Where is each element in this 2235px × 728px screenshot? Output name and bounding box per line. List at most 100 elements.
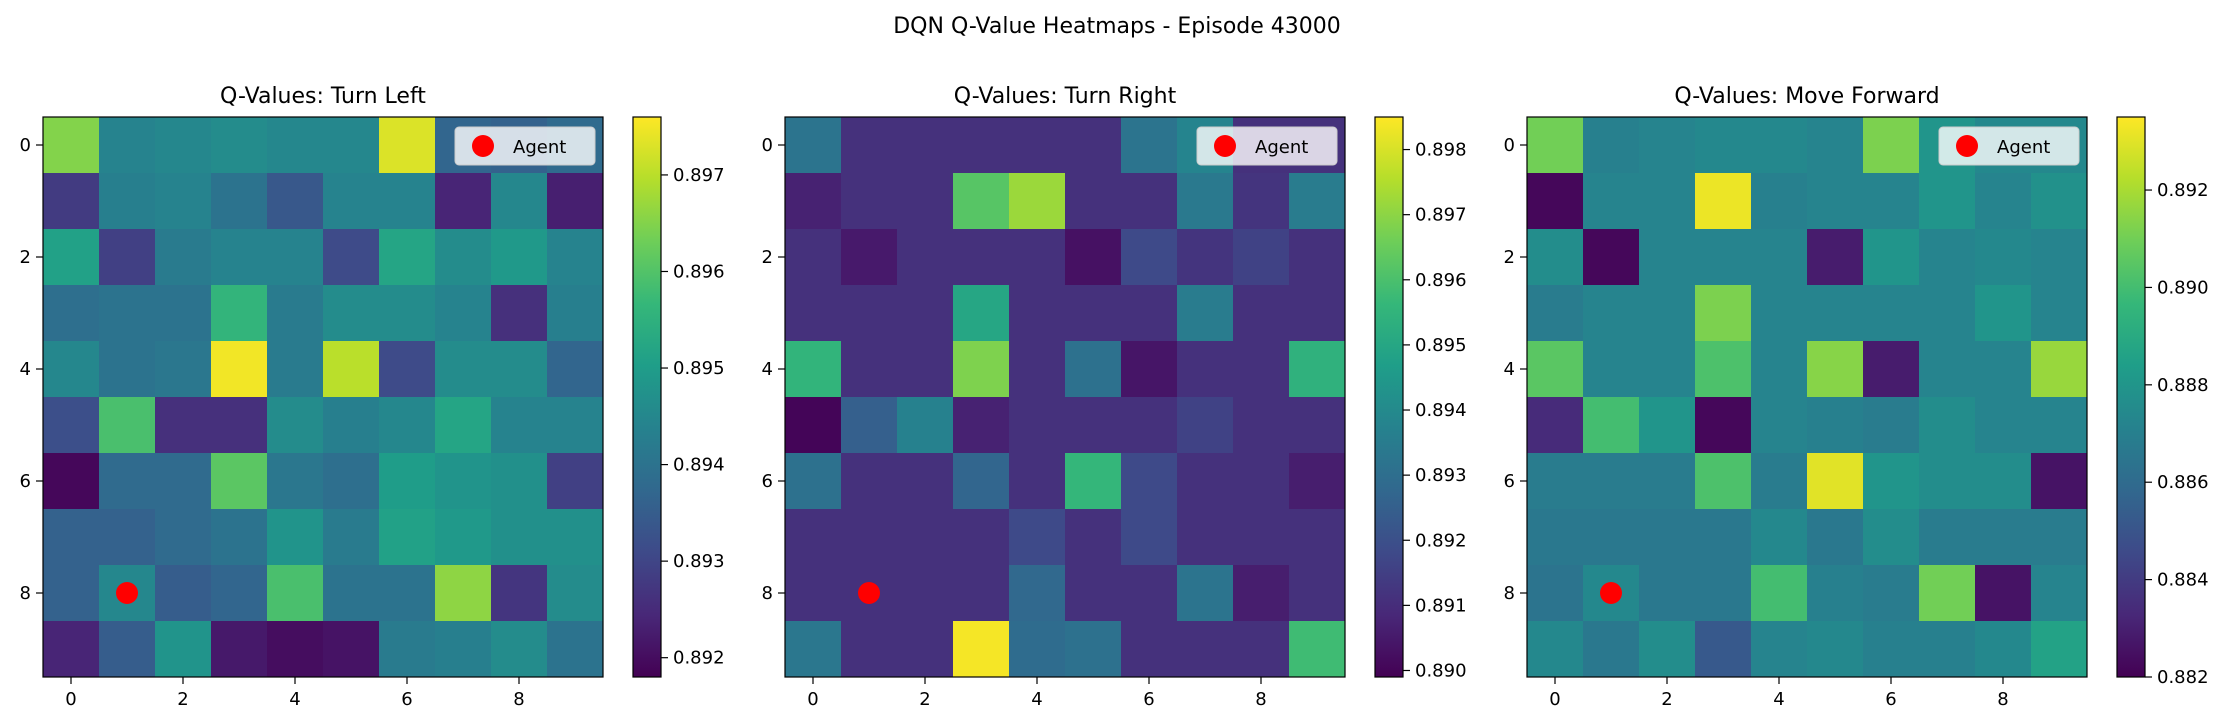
heatmap-cell — [379, 341, 436, 398]
heatmap-cell — [1863, 285, 1920, 342]
heatmap-cell — [323, 173, 380, 230]
heatmap-cell — [1583, 285, 1640, 342]
heatmap-cell — [155, 285, 212, 342]
heatmap-cell — [155, 565, 212, 622]
heatmap-cell — [1233, 509, 1290, 566]
heatmap-cell — [1289, 509, 1346, 566]
heatmap-cell — [1233, 621, 1290, 678]
heatmap-cell — [1121, 453, 1178, 510]
colorbar — [2117, 117, 2145, 677]
heatmap-cell — [435, 285, 492, 342]
heatmap-cell — [1289, 397, 1346, 454]
heatmap-cell — [99, 453, 156, 510]
heatmap-cell — [1863, 565, 1920, 622]
heatmap-cell — [43, 453, 100, 510]
y-tick-label: 4 — [20, 359, 31, 380]
x-tick-label: 4 — [289, 689, 300, 710]
heatmap-cell — [547, 509, 604, 566]
heatmap-cell — [99, 509, 156, 566]
heatmap-cell — [1527, 117, 1584, 174]
heatmap-cell — [897, 341, 954, 398]
heatmap-cell — [2031, 173, 2088, 230]
heatmap-cell — [1639, 117, 1696, 174]
heatmap-cell — [99, 117, 156, 174]
heatmap-cell — [267, 229, 324, 286]
plot-frame — [784, 116, 1346, 678]
heatmap-cell — [1807, 229, 1864, 286]
legend-agent-marker — [1956, 135, 1978, 157]
heatmap-cell — [953, 341, 1010, 398]
heatmap-cell — [1919, 229, 1976, 286]
heatmap-cell — [1009, 229, 1066, 286]
colorbar-tick-label: 0.882 — [2157, 667, 2209, 688]
heatmap-cell — [1289, 173, 1346, 230]
heatmap-cell — [953, 397, 1010, 454]
y-tick-label: 2 — [20, 247, 31, 268]
heatmap-cell — [99, 341, 156, 398]
heatmap-cell — [491, 621, 548, 678]
heatmap-cell — [1065, 509, 1122, 566]
colorbar-tick-label: 0.897 — [1415, 205, 1467, 226]
heatmap-cell — [953, 621, 1010, 678]
heatmap-cell — [1639, 565, 1696, 622]
heatmap-cell — [155, 341, 212, 398]
heatmap-cell — [841, 453, 898, 510]
heatmap-cell — [953, 453, 1010, 510]
heatmap-cell — [1009, 173, 1066, 230]
heatmap-cell — [785, 565, 842, 622]
heatmap-cell — [1527, 397, 1584, 454]
heatmap-cell — [1807, 397, 1864, 454]
heatmap-cell — [1583, 621, 1640, 678]
heatmap-cell — [953, 117, 1010, 174]
heatmap-cell — [1695, 117, 1752, 174]
y-tick-label: 8 — [1504, 583, 1515, 604]
colorbar-frame — [632, 116, 662, 678]
heatmap-cell — [1177, 565, 1234, 622]
heatmap-cell — [1807, 117, 1864, 174]
legend: Agent — [1938, 126, 2080, 166]
panel-title: Q-Values: Turn Left — [220, 84, 426, 109]
heatmap-cell — [1639, 229, 1696, 286]
heatmap-cell — [211, 341, 268, 398]
heatmap-cell — [43, 117, 100, 174]
colorbar-tick-label: 0.888 — [2157, 375, 2209, 396]
heatmap-cell — [1121, 341, 1178, 398]
heatmap-cell — [1863, 621, 1920, 678]
legend-agent-marker — [1214, 135, 1236, 157]
heatmap-cell — [435, 173, 492, 230]
heatmap-cell — [379, 397, 436, 454]
figure-suptitle: DQN Q-Value Heatmaps - Episode 43000 — [893, 14, 1341, 39]
colorbar-tick-label: 0.896 — [1415, 270, 1467, 291]
heatmap-cell — [897, 285, 954, 342]
heatmap-cell — [785, 341, 842, 398]
heatmap-cell — [1065, 621, 1122, 678]
heatmap-cell — [1527, 621, 1584, 678]
heatmap-cell — [1975, 229, 2032, 286]
heatmap-cell — [379, 173, 436, 230]
heatmap-cell — [1009, 397, 1066, 454]
heatmap-cell — [953, 565, 1010, 622]
heatmap-cell — [1695, 285, 1752, 342]
heatmap-cell — [2031, 509, 2088, 566]
heatmap-cell — [267, 509, 324, 566]
agent-marker — [116, 582, 138, 604]
agent-marker — [858, 582, 880, 604]
heatmap-cell — [267, 117, 324, 174]
colorbar-tick-label: 0.886 — [2157, 472, 2209, 493]
y-tick-label: 0 — [1504, 135, 1515, 156]
heatmap-cell — [1975, 621, 2032, 678]
heatmap-cell — [1695, 621, 1752, 678]
heatmap-cell — [43, 509, 100, 566]
heatmap-cell — [99, 397, 156, 454]
heatmap-cell — [1751, 341, 1808, 398]
heatmap-cell — [1919, 509, 1976, 566]
heatmap-cell — [1527, 453, 1584, 510]
heatmap-cell — [435, 621, 492, 678]
heatmap-cell — [1121, 621, 1178, 678]
heatmap-cell — [435, 397, 492, 454]
heatmap-cell — [1751, 397, 1808, 454]
heatmap-cell — [1863, 397, 1920, 454]
heatmap-cell — [1975, 397, 2032, 454]
heatmap-cell — [547, 565, 604, 622]
